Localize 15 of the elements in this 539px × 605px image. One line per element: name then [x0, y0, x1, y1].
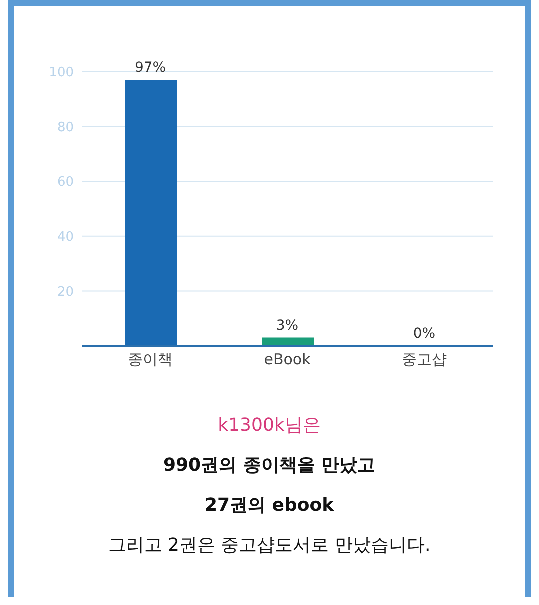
text: 27권의 ebook [204, 494, 336, 518]
data-label: 0% [413, 326, 436, 342]
x-tick-label: 종이책 [128, 350, 173, 369]
x-tick-label: eBook [264, 350, 312, 369]
y-tick-label: 80 [57, 120, 74, 136]
y-tick-label: 100 [49, 66, 74, 81]
data-label: 3% [276, 318, 299, 334]
x-tick-label: 중고샵 [402, 350, 447, 369]
y-tick-label: 60 [57, 175, 74, 190]
y-tick-label: 20 [57, 284, 74, 300]
y-tick-label: 40 [57, 230, 74, 246]
text: 990권의 종이책을 만났고 [162, 454, 377, 478]
data-label: 97% [134, 60, 166, 76]
text: 그리고 2권은 중고샵도서로 만났습니다. [107, 534, 432, 558]
text: k1300k님은 [217, 414, 322, 438]
